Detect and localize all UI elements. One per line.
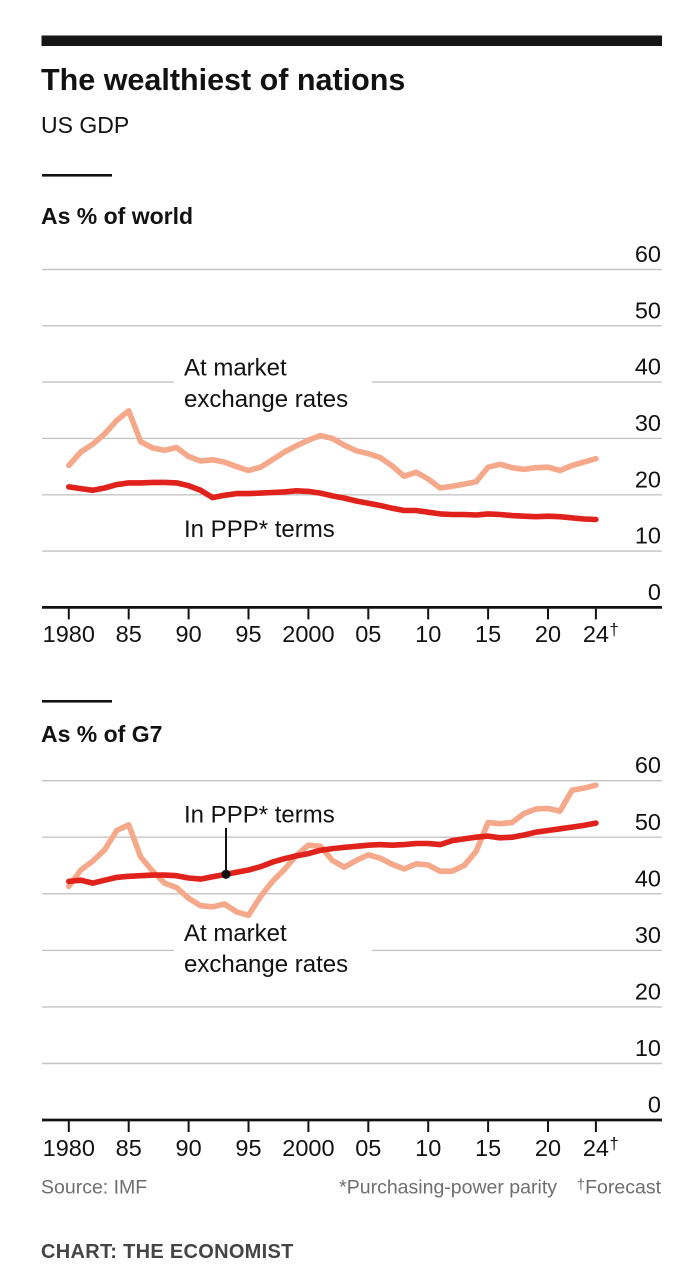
svg-text:30: 30	[635, 922, 661, 948]
svg-text:exchange rates: exchange rates	[184, 951, 348, 978]
svg-text:2000: 2000	[282, 1135, 334, 1161]
svg-text:10: 10	[415, 621, 441, 647]
svg-text:*Purchasing-power parity: *Purchasing-power parity	[339, 1177, 557, 1199]
svg-text:90: 90	[176, 621, 202, 647]
svg-text:†: †	[609, 620, 618, 639]
svg-text:15: 15	[475, 621, 501, 647]
svg-text:60: 60	[635, 752, 661, 778]
svg-text:1980: 1980	[43, 621, 95, 647]
svg-text:50: 50	[635, 809, 661, 835]
svg-text:In PPP* terms: In PPP* terms	[184, 516, 335, 543]
svg-text:50: 50	[635, 297, 661, 323]
svg-text:10: 10	[415, 1135, 441, 1161]
svg-text:85: 85	[116, 1135, 142, 1161]
svg-text:US GDP: US GDP	[41, 112, 129, 138]
svg-text:†: †	[609, 1134, 618, 1153]
svg-text:05: 05	[355, 1135, 381, 1161]
svg-text:40: 40	[635, 354, 661, 380]
svg-text:At market: At market	[184, 920, 287, 947]
svg-text:At market: At market	[184, 355, 287, 382]
svg-text:exchange rates: exchange rates	[184, 386, 348, 413]
svg-text:15: 15	[475, 1135, 501, 1161]
svg-text:24: 24	[583, 1135, 609, 1161]
svg-text:0: 0	[648, 1092, 661, 1118]
svg-text:CHART: THE ECONOMIST: CHART: THE ECONOMIST	[41, 1241, 294, 1263]
svg-text:10: 10	[635, 523, 661, 549]
svg-text:24: 24	[583, 621, 609, 647]
svg-text:95: 95	[235, 1135, 261, 1161]
svg-text:85: 85	[116, 621, 142, 647]
svg-text:The wealthiest of nations: The wealthiest of nations	[41, 63, 405, 97]
svg-text:40: 40	[635, 865, 661, 891]
svg-text:2000: 2000	[282, 621, 334, 647]
svg-text:0: 0	[648, 579, 661, 605]
svg-text:†Forecast: †Forecast	[577, 1177, 662, 1199]
svg-text:95: 95	[235, 621, 261, 647]
svg-text:Source: IMF: Source: IMF	[41, 1177, 147, 1199]
svg-text:As % of world: As % of world	[41, 203, 193, 229]
svg-text:10: 10	[635, 1035, 661, 1061]
svg-text:20: 20	[535, 621, 561, 647]
svg-text:20: 20	[635, 466, 661, 492]
svg-text:In PPP* terms: In PPP* terms	[184, 802, 335, 829]
svg-text:20: 20	[535, 1135, 561, 1161]
svg-text:05: 05	[355, 621, 381, 647]
svg-text:1980: 1980	[43, 1135, 95, 1161]
svg-text:90: 90	[176, 1135, 202, 1161]
svg-text:20: 20	[635, 978, 661, 1004]
svg-text:30: 30	[635, 410, 661, 436]
svg-text:60: 60	[635, 241, 661, 267]
svg-text:As % of G7: As % of G7	[41, 721, 162, 747]
